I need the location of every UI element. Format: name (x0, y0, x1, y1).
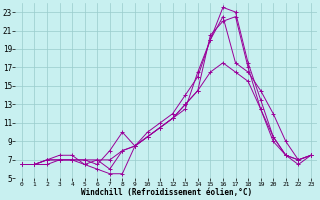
X-axis label: Windchill (Refroidissement éolien,°C): Windchill (Refroidissement éolien,°C) (81, 188, 252, 197)
